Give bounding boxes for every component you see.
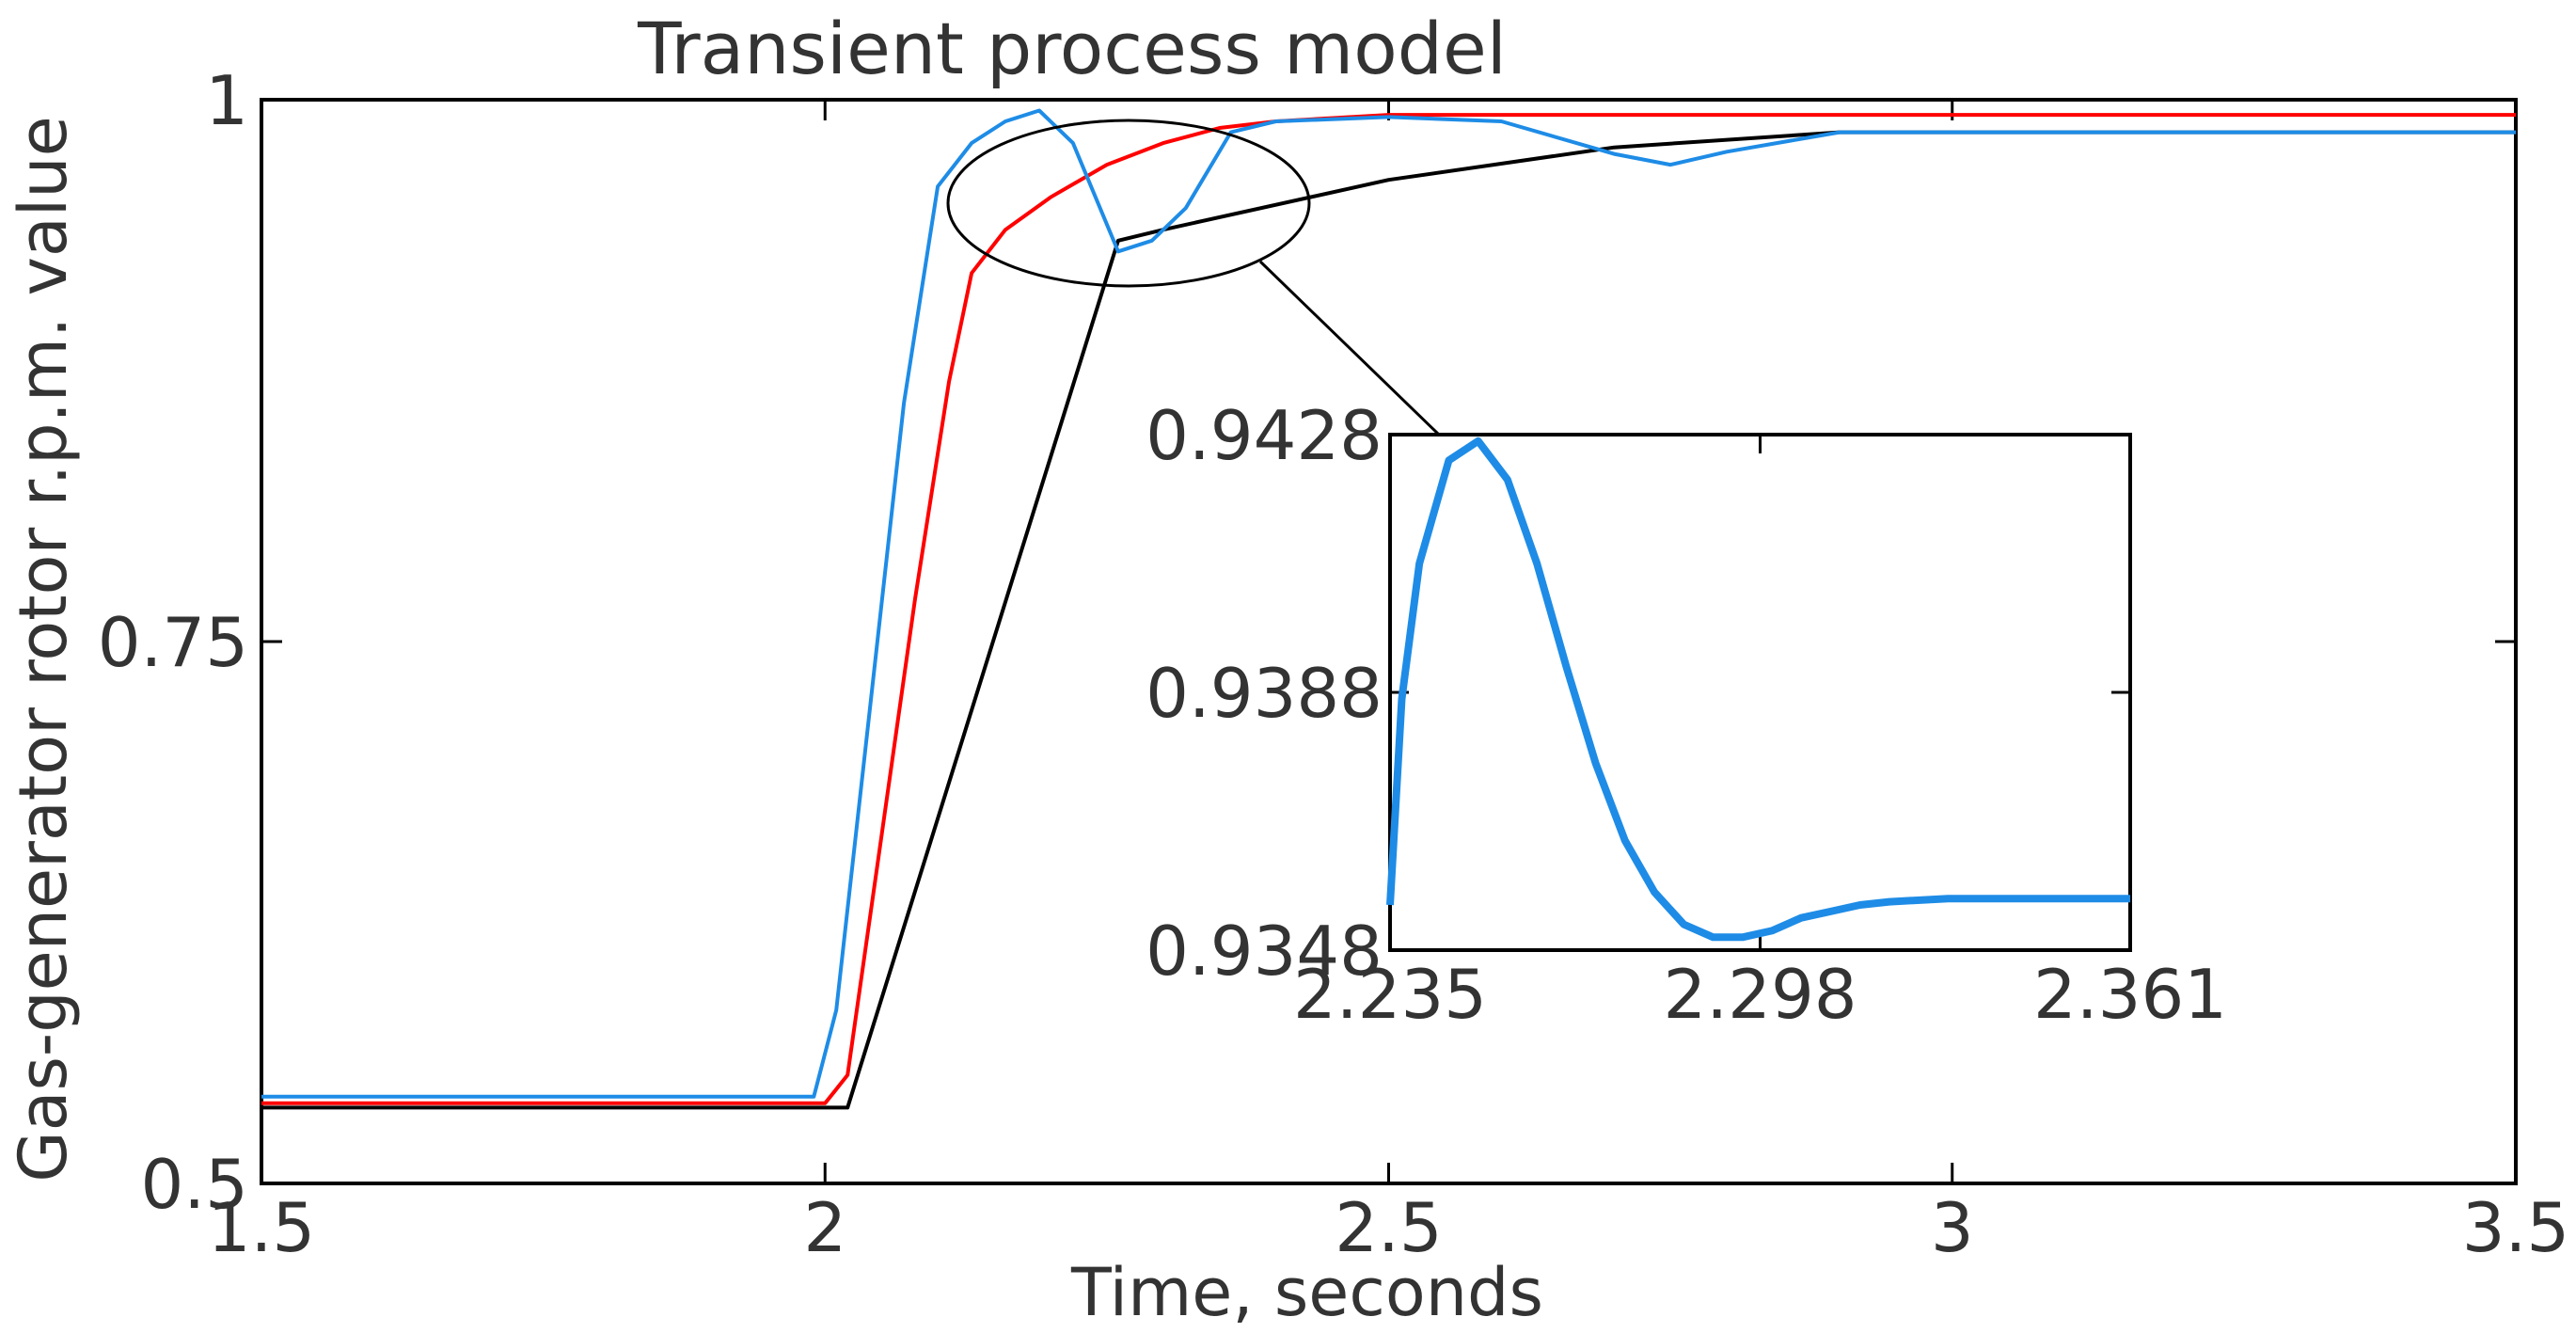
main-series-line-2 [261, 108, 2516, 1099]
inset-ytick-label: 0.9388 [1146, 654, 1383, 733]
main-xtick-label: 3.5 [2462, 1188, 2570, 1267]
inset-series-line-0 [1386, 436, 2130, 942]
chart-title: Transient process model [637, 7, 1507, 90]
main-xtick-label: 3 [1931, 1188, 1974, 1267]
inset-xtick-label: 2.298 [1663, 955, 1857, 1034]
zoom-ellipse [946, 119, 1311, 288]
main-xtick-label: 2.5 [1335, 1188, 1443, 1267]
inset-xtick-label: 2.361 [2033, 955, 2227, 1034]
zoom-connector-line [1258, 260, 1441, 436]
main-ytick-label: 1 [205, 61, 248, 140]
inset-ytick-label: 0.9348 [1146, 912, 1383, 991]
main-tick-labels: 1.5 2 2.5 3 3.5 0.5 0.75 1 [98, 61, 2570, 1267]
inset-ytick-label: 0.9428 [1146, 396, 1383, 475]
main-series-group [261, 108, 2516, 1110]
x-axis-label: Time, seconds [1070, 1254, 1543, 1331]
main-xtick-label: 2 [803, 1188, 846, 1267]
inset-xtick-label: 2.235 [1293, 955, 1487, 1034]
inset-tick-labels: 2.235 2.298 2.361 0.9348 0.9388 0.9428 [1146, 396, 2227, 1034]
main-ytick-label: 0.75 [98, 603, 248, 682]
inset-plot-frame [1388, 433, 2132, 952]
inset-series-group [1386, 436, 2130, 942]
main-ytick-label: 0.5 [140, 1145, 248, 1224]
inset-axis-ticks [1388, 433, 2132, 952]
y-axis-label: Gas-generator rotor r.p.m. value [5, 116, 82, 1182]
main-xtick-label: 1.5 [208, 1188, 316, 1267]
